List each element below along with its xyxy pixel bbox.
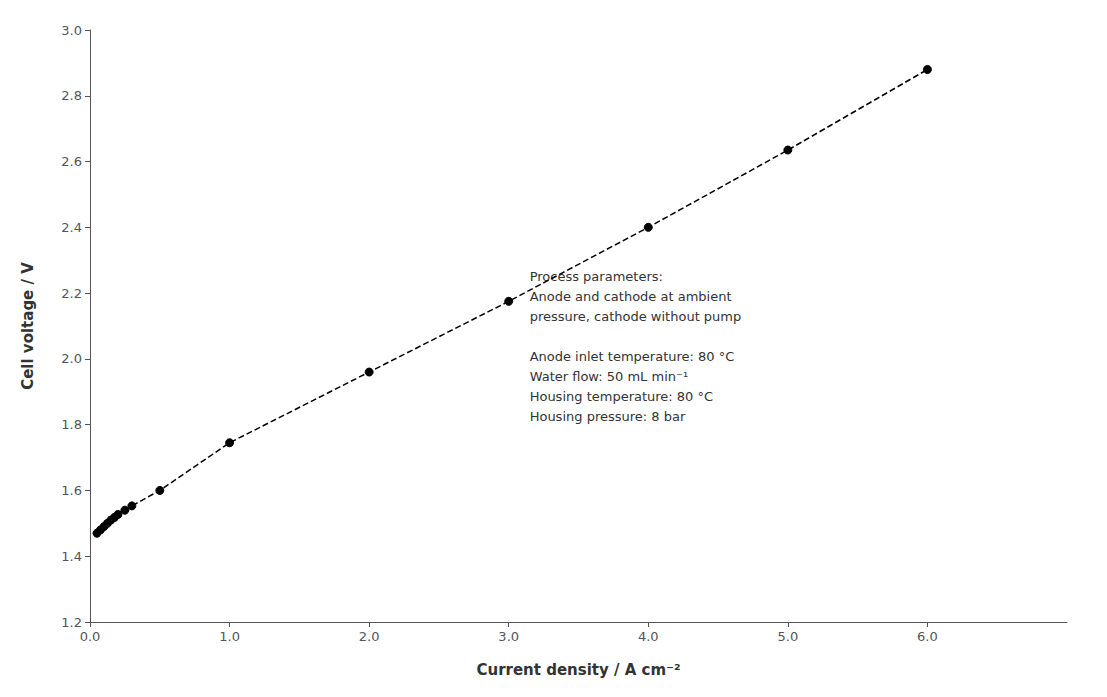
svg-text:2.0: 2.0 <box>359 629 380 644</box>
svg-text:6.0: 6.0 <box>917 629 938 644</box>
svg-text:1.2: 1.2 <box>61 615 82 630</box>
svg-text:Housing temperature: 80 °C: Housing temperature: 80 °C <box>530 389 713 404</box>
svg-text:2.4: 2.4 <box>61 220 82 235</box>
svg-text:1.8: 1.8 <box>61 417 82 432</box>
svg-text:0.0: 0.0 <box>80 629 101 644</box>
svg-text:5.0: 5.0 <box>778 629 799 644</box>
svg-text:2.8: 2.8 <box>61 88 82 103</box>
svg-text:Housing pressure: 8 bar: Housing pressure: 8 bar <box>530 409 686 424</box>
svg-text:Cell voltage / V: Cell voltage / V <box>19 262 37 390</box>
svg-text:3.0: 3.0 <box>61 23 82 38</box>
svg-text:Water flow: 50 mL min⁻¹: Water flow: 50 mL min⁻¹ <box>530 369 688 384</box>
svg-text:Current density / A cm⁻²: Current density / A cm⁻² <box>476 661 680 679</box>
svg-text:Process parameters:: Process parameters: <box>530 269 663 284</box>
svg-text:Anode inlet temperature: 80 °C: Anode inlet temperature: 80 °C <box>530 349 735 364</box>
svg-text:Anode and cathode at ambient: Anode and cathode at ambient <box>530 289 732 304</box>
svg-text:4.0: 4.0 <box>638 629 659 644</box>
svg-text:2.6: 2.6 <box>61 154 82 169</box>
svg-text:3.0: 3.0 <box>498 629 519 644</box>
svg-text:pressure, cathode without pump: pressure, cathode without pump <box>530 309 742 324</box>
svg-text:1.4: 1.4 <box>61 549 82 564</box>
svg-text:2.2: 2.2 <box>61 286 82 301</box>
svg-text:1.6: 1.6 <box>61 483 82 498</box>
svg-text:1.0: 1.0 <box>219 629 240 644</box>
svg-text:2.0: 2.0 <box>61 351 82 366</box>
